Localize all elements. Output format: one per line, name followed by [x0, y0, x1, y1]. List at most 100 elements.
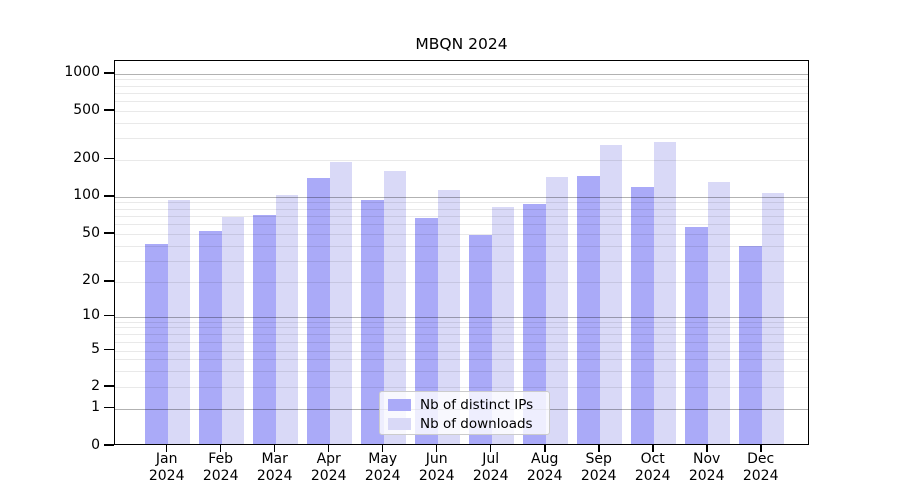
legend-label-downloads: Nb of downloads: [420, 416, 533, 432]
bar-distinct-ips-sep-2024: [577, 175, 600, 444]
y-tick-label: 10: [82, 307, 100, 323]
x-tick-label-year: 2024: [310, 467, 347, 484]
gridline-minor: [115, 341, 808, 343]
y-axis-tick: [104, 385, 114, 387]
y-axis-tick: [104, 348, 114, 351]
x-tick-label: Aug 2024: [510, 451, 580, 484]
x-tick-label-year: 2024: [688, 467, 725, 484]
bar-downloads-mar-2024: [275, 194, 299, 444]
y-tick-label: 200: [73, 150, 100, 166]
x-axis-tick: [381, 445, 384, 452]
x-tick-label-month: Oct: [640, 451, 665, 467]
y-tick-label: 1: [91, 399, 100, 415]
legend-swatch-distinct-ips: [388, 399, 411, 411]
x-axis-tick: [273, 445, 276, 452]
y-axis-tick: [104, 444, 114, 446]
gridline-minor: [115, 208, 808, 210]
gridline-minor: [115, 281, 808, 283]
gridline-minor: [115, 92, 808, 94]
legend: Nb of distinct IPs Nb of downloads: [379, 391, 550, 435]
bar-downloads-jul-2024: [491, 207, 515, 444]
y-tick-label: 50: [82, 224, 100, 241]
gridline-minor: [115, 327, 808, 329]
x-tick-label-month: Feb: [208, 451, 234, 467]
bar-downloads-jun-2024: [437, 189, 461, 444]
gridline-minor: [115, 321, 808, 323]
gridline-minor: [115, 138, 808, 139]
gridline-minor: [115, 224, 808, 226]
x-tick-label-year: 2024: [202, 467, 239, 484]
y-axis-tick: [104, 406, 114, 409]
x-tick-label: Dec 2024: [726, 451, 796, 484]
bar-distinct-ips-jun-2024: [415, 217, 438, 444]
x-tick-label: Oct 2024: [618, 451, 688, 484]
x-tick-label-year: 2024: [364, 467, 401, 484]
bar-distinct-ips-apr-2024: [307, 178, 330, 444]
x-axis-tick: [760, 445, 762, 452]
bar-downloads-may-2024: [383, 170, 407, 444]
bar-downloads-jan-2024: [167, 200, 191, 444]
x-tick-label: Mar 2024: [240, 451, 310, 484]
bar-downloads-sep-2024: [599, 144, 623, 444]
x-tick-label-month: Jan: [155, 451, 178, 467]
bar-distinct-ips-aug-2024: [523, 204, 546, 444]
gridline-major: [115, 73, 808, 75]
legend-item-downloads: Nb of downloads: [388, 416, 533, 432]
bar-downloads-aug-2024: [545, 177, 569, 444]
y-axis-tick: [104, 109, 114, 111]
gridline-major: [115, 196, 808, 198]
gridline-minor: [115, 79, 808, 81]
y-tick-label: 20: [82, 272, 100, 289]
x-tick-label: Apr 2024: [294, 451, 364, 484]
bar-distinct-ips-feb-2024: [199, 231, 222, 444]
y-tick-label: 500: [73, 101, 100, 118]
x-tick-label-year: 2024: [256, 467, 293, 484]
bar-distinct-ips-jan-2024: [145, 243, 168, 444]
bar-downloads-feb-2024: [221, 217, 245, 444]
gridline-minor: [115, 334, 808, 335]
x-tick-label: Nov 2024: [672, 451, 742, 484]
legend-label-distinct-ips: Nb of distinct IPs: [420, 397, 534, 413]
gridline-minor: [115, 359, 808, 361]
x-axis-tick: [598, 445, 600, 452]
gridline-minor: [115, 101, 808, 103]
x-tick-label: Sep 2024: [564, 451, 634, 484]
bar-distinct-ips-may-2024: [361, 199, 384, 444]
x-tick-label: Jun 2024: [402, 451, 472, 484]
x-tick-label-month: Aug: [531, 451, 559, 467]
y-axis-tick: [104, 232, 114, 234]
chart-title: MBQN 2024: [415, 35, 508, 53]
x-tick-label-month: May: [368, 451, 398, 467]
legend-item-distinct-ips: Nb of distinct IPs: [388, 397, 534, 413]
y-tick-label: 1000: [64, 64, 100, 81]
x-tick-label: Jul 2024: [456, 451, 526, 484]
x-axis-tick: [706, 445, 708, 452]
gridline-minor: [115, 85, 808, 87]
y-axis-tick: [104, 195, 114, 197]
x-tick-label: May 2024: [348, 451, 418, 484]
gridline-minor: [115, 122, 808, 124]
x-tick-label-year: 2024: [580, 467, 617, 484]
x-tick-label: Jan 2024: [132, 451, 202, 484]
x-axis-tick: [544, 445, 546, 452]
x-tick-label-year: 2024: [148, 467, 185, 484]
x-tick-label-year: 2024: [742, 467, 779, 484]
gridline-minor: [115, 159, 808, 161]
x-tick-label-year: 2024: [472, 467, 509, 484]
y-axis-tick: [104, 72, 114, 74]
gridline-minor: [115, 245, 808, 247]
x-tick-label-month: Mar: [261, 451, 288, 467]
x-tick-label-year: 2024: [526, 467, 563, 484]
bar-downloads-dec-2024: [761, 192, 785, 444]
y-tick-label: 2: [91, 377, 100, 394]
y-tick-label: 0: [91, 436, 100, 453]
x-tick-label-year: 2024: [634, 467, 671, 484]
y-tick-label: 100: [73, 187, 100, 204]
x-tick-label-month: Sep: [585, 451, 612, 467]
x-tick-label-month: Jul: [482, 451, 500, 467]
gridline-minor: [115, 234, 808, 235]
bar-downloads-apr-2024: [329, 162, 353, 444]
x-tick-label-month: Jun: [425, 451, 448, 467]
x-axis-tick: [652, 445, 654, 452]
y-axis-tick: [104, 314, 114, 317]
